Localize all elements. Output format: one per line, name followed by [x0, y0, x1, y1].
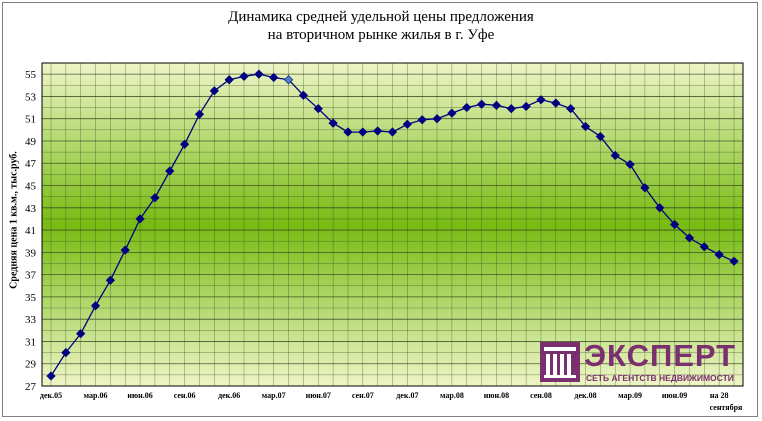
y-tick-label: 47	[25, 158, 37, 170]
y-tick-label: 43	[25, 203, 37, 215]
data-point	[402, 119, 412, 129]
y-tick-label: 53	[25, 91, 37, 103]
data-point	[283, 75, 294, 85]
data-point	[135, 214, 145, 224]
x-tick-label: июн.07	[306, 391, 331, 400]
x-tick-label: мар.09	[618, 391, 642, 400]
data-point	[387, 127, 398, 137]
data-point	[551, 98, 561, 108]
y-tick-label: 27	[25, 381, 37, 393]
x-tick-label: дек.08	[574, 391, 596, 400]
data-point	[254, 69, 264, 79]
x-tick-label-line2: сентября	[710, 403, 743, 412]
logo-name: ЭКСПЕРТ	[584, 338, 737, 373]
y-tick-label: 55	[25, 69, 37, 81]
data-point	[61, 347, 71, 358]
chart-title-line-1: Динамика средней удельной цены предложен…	[228, 9, 534, 25]
data-point	[150, 193, 160, 203]
data-point	[476, 99, 487, 109]
data-point	[462, 102, 472, 113]
plot-border	[41, 62, 744, 387]
expert-logo: ЭКСПЕРТ СЕТЬ АГЕНТСТВ НЕДВИЖИМОСТИ	[540, 338, 742, 384]
data-point	[506, 104, 516, 114]
data-point	[566, 104, 576, 114]
x-tick-label: июн.09	[662, 391, 687, 400]
data-point	[536, 95, 546, 105]
y-tick-label: 51	[25, 114, 36, 126]
y-tick-label: 49	[25, 136, 37, 148]
logo-tagline: СЕТЬ АГЕНТСТВ НЕДВИЖИМОСТИ	[586, 373, 734, 383]
x-tick-label: мар.06	[84, 391, 108, 400]
chart-title: Динамика средней удельной цены предложен…	[0, 8, 762, 44]
x-tick-label: сен.07	[352, 391, 374, 400]
data-point	[180, 139, 190, 149]
data-point	[595, 131, 605, 142]
x-tick-label: июн.06	[127, 391, 152, 400]
data-point	[105, 275, 116, 285]
data-point	[194, 109, 205, 119]
x-tick-label: сен.06	[174, 391, 196, 400]
data-point	[714, 249, 724, 260]
y-tick-label: 37	[25, 270, 37, 282]
data-point	[313, 104, 323, 114]
y-tick-label: 33	[25, 314, 37, 326]
y-tick-label: 31	[25, 336, 36, 348]
data-point	[328, 118, 338, 128]
data-point	[610, 150, 620, 161]
data-point	[521, 101, 531, 112]
data-point	[76, 329, 86, 339]
y-tick-label: 35	[25, 292, 37, 304]
data-point	[90, 301, 101, 311]
data-point	[165, 166, 175, 176]
x-tick-label: дек.06	[218, 391, 240, 400]
x-tick-label: мар.07	[262, 391, 286, 400]
data-point	[358, 127, 368, 137]
y-tick-label: 41	[25, 225, 36, 237]
x-tick-label: дек.05	[40, 391, 62, 400]
x-tick-label: на 28	[710, 391, 729, 400]
data-point	[239, 71, 249, 81]
data-point	[373, 126, 383, 136]
y-tick-label: 39	[25, 247, 37, 259]
data-point	[625, 159, 635, 169]
y-tick-label: 45	[25, 181, 37, 193]
data-point	[269, 72, 279, 83]
x-tick-label: дек.07	[396, 391, 418, 400]
data-point	[655, 203, 665, 213]
data-point	[669, 219, 680, 230]
data-point	[729, 256, 739, 266]
logo-mark-icon	[540, 342, 580, 382]
data-point	[224, 75, 234, 85]
data-point	[417, 115, 427, 125]
y-tick-label: 29	[25, 359, 37, 371]
data-point	[46, 371, 56, 381]
x-tick-label: мар.08	[440, 391, 464, 400]
data-point	[432, 114, 442, 124]
data-point	[699, 242, 709, 252]
data-point	[580, 121, 591, 132]
x-tick-label: июн.08	[484, 391, 509, 400]
data-point	[491, 100, 502, 110]
data-point	[209, 86, 219, 96]
data-point	[640, 183, 650, 193]
chart-title-line-2: на вторичном рынке жилья в г. Уфе	[267, 27, 495, 43]
data-point	[343, 127, 353, 137]
data-point	[120, 245, 130, 255]
x-tick-label: сен.08	[530, 391, 552, 400]
data-point	[447, 108, 457, 118]
data-point	[684, 233, 695, 243]
data-point	[298, 90, 309, 100]
